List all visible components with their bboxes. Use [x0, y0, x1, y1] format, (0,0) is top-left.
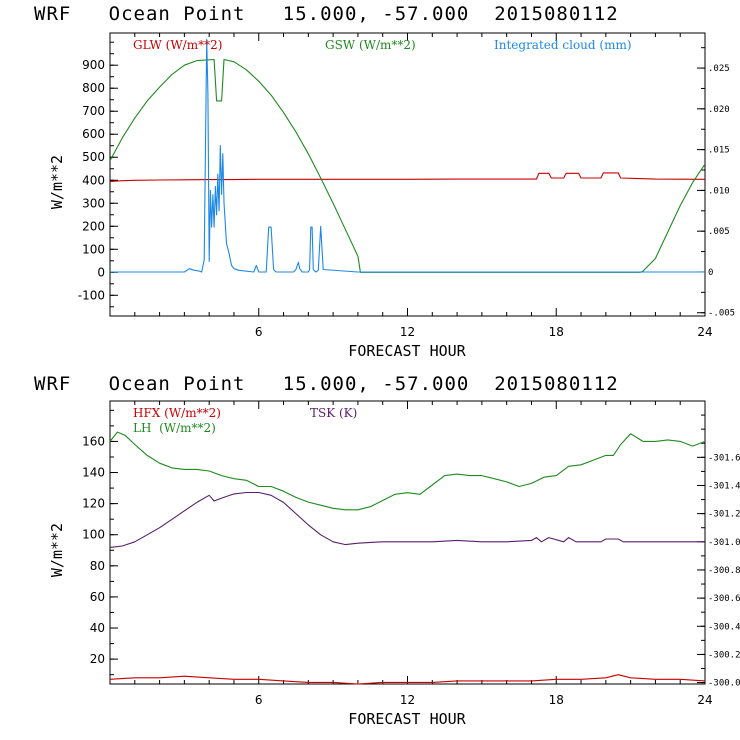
chart-2-y-tick-label: 80 — [90, 559, 105, 573]
chart-1-xlabel: FORECAST HOUR — [348, 342, 466, 360]
chart-1-series — [109, 38, 706, 273]
chart-1-series-line-glw — [109, 172, 706, 183]
chart-2-y-tick-label: 60 — [90, 590, 105, 604]
chart-1-x-tick-label: 18 — [549, 325, 564, 339]
chart-2-right-tick-label: -301.4 — [708, 481, 740, 491]
chart-panel-1: WRF Ocean Point 15.000, -57.000 20150801… — [34, 3, 735, 360]
chart-1-legend-glw: GLW (W/m**2) — [133, 38, 222, 52]
chart-2-xlabel: FORECAST HOUR — [348, 710, 466, 728]
chart-2-series-line-hfx — [109, 674, 706, 685]
chart-1-y-tick-label: 500 — [82, 150, 105, 164]
chart-2-series-line-lh — [109, 431, 706, 511]
chart-2-legend-tsk: TSK (K) — [310, 406, 357, 420]
chart-2-y-tick-label: 160 — [82, 434, 105, 448]
chart-2-y-tick-label: 20 — [90, 652, 105, 666]
chart-1-series-line-integrated — [110, 38, 705, 273]
chart-1-title: WRF Ocean Point 15.000, -57.000 20150801… — [34, 3, 619, 25]
chart-1-y-tick-label: 800 — [82, 81, 105, 95]
chart-2-right-tick-label: -300.4 — [708, 622, 740, 632]
chart-1-y-tick-label: 0 — [97, 265, 105, 279]
chart-1-y-tick-label: -100 — [78, 288, 105, 302]
chart-1-y-tick-label: 400 — [82, 173, 105, 187]
chart-1-right-tick-label: .005 — [708, 227, 730, 237]
chart-1-x-tick-label: 24 — [697, 325, 712, 339]
chart-2-title: WRF Ocean Point 15.000, -57.000 20150801… — [34, 373, 619, 395]
chart-1-y-tick-label: 600 — [82, 127, 105, 141]
chart-1-y-tick-label: 900 — [82, 58, 105, 72]
chart-2-legend-lh: LH (W/m**2) — [133, 421, 216, 435]
chart-2-right-tick-label: -301.2 — [708, 510, 740, 520]
chart-2-y-tick-label: 100 — [82, 528, 105, 542]
chart-2-series — [109, 431, 706, 685]
chart-1-right-tick-label: 0 — [708, 268, 713, 278]
chart-1-ylabel: W/m**2 — [48, 155, 66, 209]
chart-2-y-tick-label: 120 — [82, 497, 105, 511]
chart-1-right-tick-label: -.005 — [708, 309, 735, 319]
chart-2-right-tick-label: -301.6 — [708, 453, 740, 463]
chart-2-legend-hfx: HFX (W/m**2) — [133, 406, 221, 420]
chart-2-y-tick-label: 140 — [82, 466, 105, 480]
chart-2-x-tick-label: 18 — [549, 693, 564, 707]
chart-2-plot-frame — [109, 400, 706, 685]
chart-2-series-line-tsk — [109, 491, 705, 548]
chart-2-x-tick-label: 12 — [400, 693, 415, 707]
chart-1-y-tick-label: 700 — [82, 104, 105, 118]
chart-1-axis-ticks: 6 12 18 24 -100 0 100 200 300 400 500 600 700 800 900 -… — [78, 33, 735, 339]
chart-1-y-tick-label: 300 — [82, 196, 105, 210]
chart-2-y-tick-label: 40 — [90, 621, 105, 635]
chart-2-right-tick-label: -300.8 — [708, 566, 740, 576]
chart-1-right-tick-label: .015 — [708, 146, 730, 156]
chart-1-right-tick-label: .025 — [708, 64, 730, 74]
chart-1-series-line-gsw — [109, 58, 706, 273]
chart-2-right-tick-label: -300.2 — [708, 650, 740, 660]
chart-2-x-tick-label: 24 — [697, 693, 712, 707]
chart-2-x-tick-label: 6 — [255, 693, 263, 707]
chart-1-right-tick-label: .020 — [708, 105, 730, 115]
chart-1-legend-cloud: Integrated cloud (mm) — [494, 38, 632, 52]
chart-2-axis-ticks: 6 12 18 24 20 40 60 80 100 120 140 160 -300.0 -300.2 -… — [82, 401, 740, 707]
chart-2-right-tick-label: -301.0 — [708, 538, 740, 548]
chart-2-right-tick-label: -300.6 — [708, 594, 740, 604]
chart-2-ylabel: W/m**2 — [48, 523, 66, 577]
chart-1-x-tick-label: 6 — [255, 325, 263, 339]
chart-1-x-tick-label: 12 — [400, 325, 415, 339]
chart-1-legend-gsw: GSW (W/m**2) — [325, 38, 416, 52]
chart-1-y-tick-label: 100 — [82, 242, 105, 256]
chart-2-right-tick-label: -300.0 — [708, 679, 740, 689]
chart-panel-2: WRF Ocean Point 15.000, -57.000 20150801… — [34, 373, 740, 728]
chart-1-right-tick-label: .010 — [708, 186, 730, 196]
chart-1-plot-frame — [109, 32, 706, 317]
chart-1-y-tick-label: 200 — [82, 219, 105, 233]
